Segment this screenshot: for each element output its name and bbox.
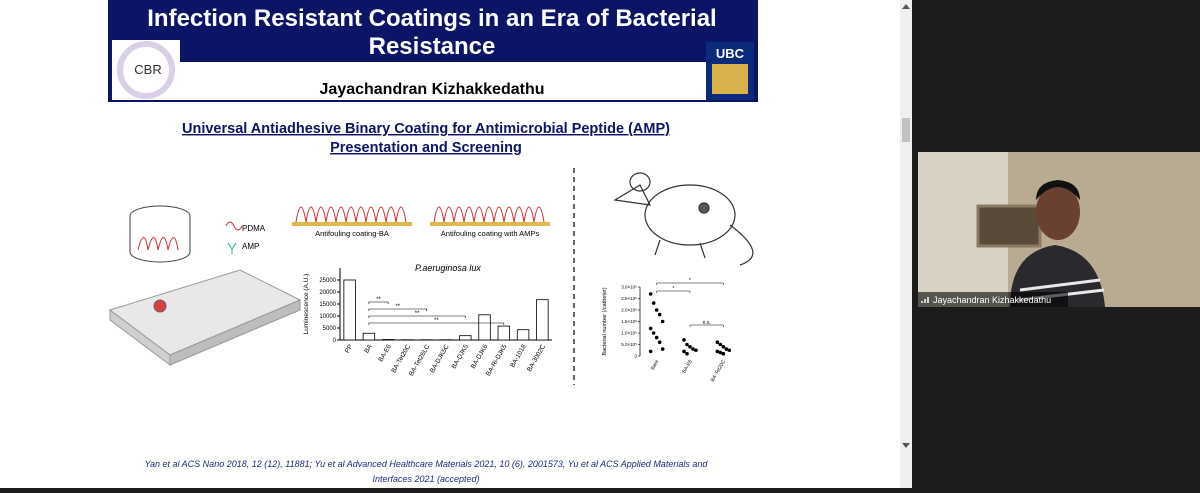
data-point (685, 343, 689, 347)
y-axis-label: Bacterial number (/catheter) (602, 287, 608, 355)
data-point (655, 336, 659, 340)
significance-label: ** (415, 311, 420, 317)
significance-label: ** (376, 297, 381, 303)
bar (363, 333, 375, 340)
legend-label: PDMA (242, 224, 266, 233)
data-point (658, 340, 662, 344)
video-tile[interactable] (918, 152, 1200, 307)
author: Jayachandran Kizhakkedathu (320, 81, 545, 98)
data-point (722, 345, 726, 349)
data-point (649, 350, 653, 354)
y-tick-label: 15000 (319, 302, 336, 308)
scrollbar[interactable] (900, 0, 912, 488)
data-point (694, 348, 698, 352)
y-tick-label: 5000 (323, 326, 337, 332)
data-point (661, 320, 665, 324)
data-point (652, 301, 656, 305)
significance-label: n.s. (703, 320, 711, 326)
data-point (685, 352, 689, 356)
coating-label: Antifouling coating-BA (315, 229, 389, 238)
significance-label: * (689, 278, 691, 284)
data-point (716, 340, 720, 344)
bar (537, 300, 549, 340)
y-tick-label: 1.5×10⁶ (621, 319, 637, 324)
y-tick-label: 2.5×10⁶ (621, 296, 637, 301)
data-point (722, 352, 726, 356)
logo-right-crest (712, 64, 748, 94)
scrollbar-thumb[interactable] (902, 118, 910, 142)
bar (459, 336, 471, 340)
citation: Interfaces 2021 (accepted) (372, 474, 479, 484)
data-point (649, 327, 653, 331)
legend-label: AMP (242, 242, 259, 251)
data-point (728, 348, 732, 352)
chart-title: P.aeruginosa lux (415, 263, 481, 273)
data-point (682, 350, 686, 354)
significance-label: ** (395, 304, 400, 310)
y-tick-label: 10000 (319, 314, 336, 320)
slide-heading: Presentation and Screening (330, 140, 522, 156)
participant-name: Jayachandran Kizhakkedathu (933, 295, 1051, 305)
data-point (688, 345, 692, 349)
slide-title: Resistance (369, 33, 496, 60)
y-tick-label: 5.0×10⁵ (621, 342, 637, 347)
slide-heading: Universal Antiadhesive Binary Coating fo… (182, 121, 670, 137)
logo-right: UBC (716, 46, 745, 61)
coating-label: Antifouling coating with AMPs (441, 229, 540, 238)
bar (344, 280, 356, 340)
logo-left: CBR (134, 62, 161, 77)
y-axis-label: Luminescence (A.U.) (303, 274, 310, 335)
data-point (661, 347, 665, 351)
y-tick-label: 20000 (319, 290, 336, 296)
data-point (652, 331, 656, 335)
bar (498, 326, 510, 340)
data-point (649, 292, 653, 296)
bar (479, 315, 491, 340)
significance-label: * (672, 286, 674, 292)
data-point (719, 343, 723, 347)
slide-title: Infection Resistant Coatings in an Era o… (147, 5, 716, 32)
y-tick-label: 1.0×10⁶ (621, 331, 637, 336)
citation: Yan et al ACS Nano 2018, 12 (12), 11881;… (145, 459, 709, 469)
y-tick-label: 2.0×10⁶ (621, 308, 637, 313)
data-point (655, 308, 659, 312)
bar (517, 330, 529, 340)
data-point (658, 313, 662, 317)
significance-label: ** (434, 318, 439, 324)
data-point (682, 338, 686, 342)
y-tick-label: 25000 (319, 278, 336, 284)
y-tick-label: 3.0×10⁶ (621, 285, 637, 290)
